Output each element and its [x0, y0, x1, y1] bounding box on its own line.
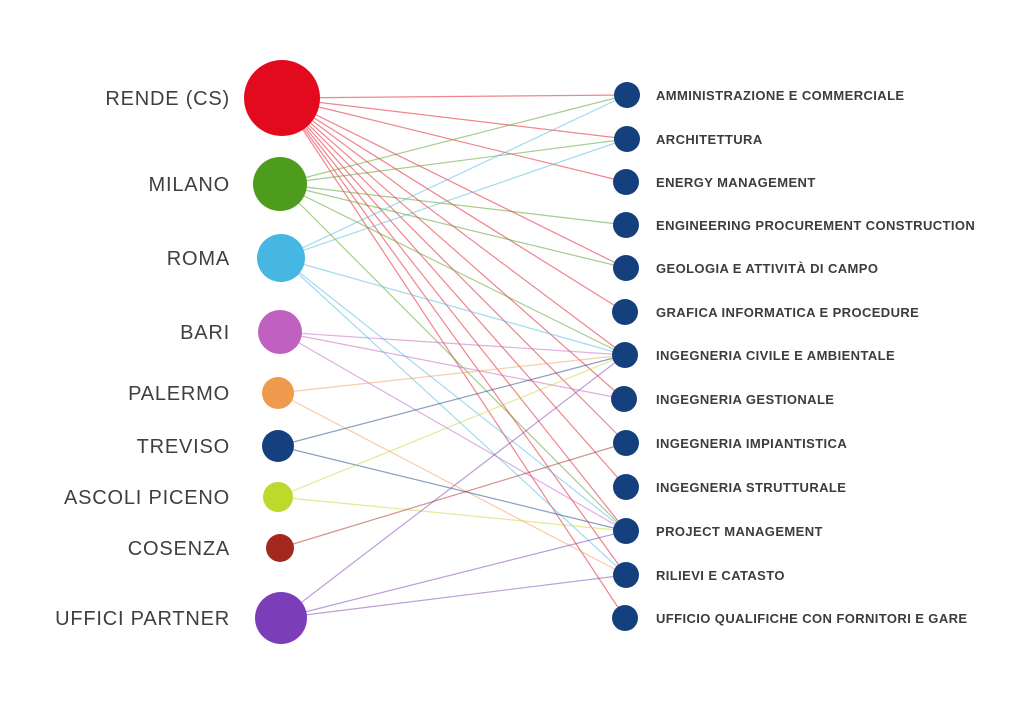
node-milano[interactable] [253, 157, 307, 211]
edge-rende-project [281, 97, 627, 532]
edge-ascoli-civile [277, 354, 626, 498]
node-palermo[interactable] [262, 377, 294, 409]
edge-palermo-rilievi [277, 392, 627, 576]
node-bari[interactable] [258, 310, 302, 354]
label-energy: ENERGY MANAGEMENT [656, 175, 816, 190]
edge-roma-architettura [280, 138, 628, 259]
edge-bari-project [279, 331, 627, 532]
node-treviso[interactable] [262, 430, 294, 462]
node-ascoli[interactable] [263, 482, 293, 512]
left-labels-layer: RENDE (CS) MILANO ROMA BARI PALERMO TREVISO AS… [55, 88, 230, 630]
label-cosenza: COSENZA [128, 538, 230, 560]
node-amministrazione[interactable] [614, 82, 640, 108]
label-strutturale: INGEGNERIA STRUTTURALE [656, 480, 846, 495]
label-ascoli: ASCOLI PICENO [64, 487, 230, 509]
label-architettura: ARCHITETTURA [656, 132, 763, 147]
edge-bari-civile [279, 331, 626, 356]
node-project[interactable] [613, 518, 639, 544]
edge-rende-gestionale [281, 97, 625, 400]
right-labels-layer: AMMINISTRAZIONE E COMMERCIALE ARCHITETTUR… [656, 88, 975, 626]
edge-roma-civile [280, 257, 626, 356]
node-architettura[interactable] [614, 126, 640, 152]
right-nodes-layer [611, 82, 640, 631]
label-amministrazione: AMMINISTRAZIONE E COMMERCIALE [656, 88, 904, 103]
label-treviso: TREVISO [137, 436, 230, 458]
edge-milano-architettura [279, 138, 628, 185]
edge-milano-epc [279, 183, 627, 226]
node-geologia[interactable] [613, 255, 639, 281]
left-nodes-layer [244, 60, 320, 644]
node-cosenza[interactable] [266, 534, 294, 562]
edge-rende-energy [281, 97, 627, 183]
edge-uffici-civile [280, 354, 626, 619]
label-bari: BARI [180, 322, 230, 344]
edge-palermo-civile [277, 354, 626, 394]
label-impiantistica: INGEGNERIA IMPIANTISTICA [656, 436, 847, 451]
edge-ascoli-project [277, 496, 627, 532]
node-rende[interactable] [244, 60, 320, 136]
label-grafica: GRAFICA INFORMATICA E PROCEDURE [656, 305, 919, 320]
edge-roma-project [280, 257, 627, 532]
edge-milano-geologia [279, 183, 627, 269]
node-grafica[interactable] [612, 299, 638, 325]
edge-milano-project [279, 183, 627, 532]
label-civile: INGEGNERIA CIVILE E AMBIENTALE [656, 348, 895, 363]
edge-rende-strutturale [281, 97, 627, 488]
edge-treviso-civile [277, 354, 626, 447]
edge-roma-rilievi [280, 257, 627, 576]
label-uffici: UFFICI PARTNER [55, 608, 230, 630]
node-civile[interactable] [612, 342, 638, 368]
label-palermo: PALERMO [128, 383, 230, 405]
node-qualifiche[interactable] [612, 605, 638, 631]
edge-rende-architettura [281, 97, 628, 140]
edges-layer [277, 94, 628, 619]
node-roma[interactable] [257, 234, 305, 282]
node-energy[interactable] [613, 169, 639, 195]
node-impiantistica[interactable] [613, 430, 639, 456]
edge-milano-civile [279, 183, 626, 356]
label-epc: ENGINEERING PROCUREMENT CONSTRUCTION [656, 218, 975, 233]
label-gestionale: INGEGNERIA GESTIONALE [656, 392, 834, 407]
edge-uffici-project [280, 530, 627, 619]
label-milano: MILANO [149, 174, 230, 196]
label-rende: RENDE (CS) [105, 88, 230, 110]
label-roma: ROMA [167, 248, 230, 270]
label-qualifiche: UFFICIO QUALIFICHE CON FORNITORI E GARE [656, 611, 967, 626]
edge-milano-amministrazione [279, 94, 628, 185]
edge-roma-amministrazione [280, 94, 628, 259]
edge-cosenza-impiantistica [279, 442, 627, 549]
edge-treviso-project [277, 445, 627, 532]
label-rilievi: RILIEVI E CATASTO [656, 568, 785, 583]
edge-rende-geologia [281, 97, 627, 269]
edge-rende-rilievi [281, 97, 627, 576]
node-strutturale[interactable] [613, 474, 639, 500]
node-rilievi[interactable] [613, 562, 639, 588]
node-gestionale[interactable] [611, 386, 637, 412]
edge-rende-amministrazione [281, 94, 628, 99]
node-uffici[interactable] [255, 592, 307, 644]
edge-bari-gestionale [279, 331, 625, 400]
edge-uffici-rilievi [280, 574, 627, 619]
label-project: PROJECT MANAGEMENT [656, 524, 823, 539]
label-geologia: GEOLOGIA E ATTIVITÀ DI CAMPO [656, 261, 878, 276]
node-epc[interactable] [613, 212, 639, 238]
